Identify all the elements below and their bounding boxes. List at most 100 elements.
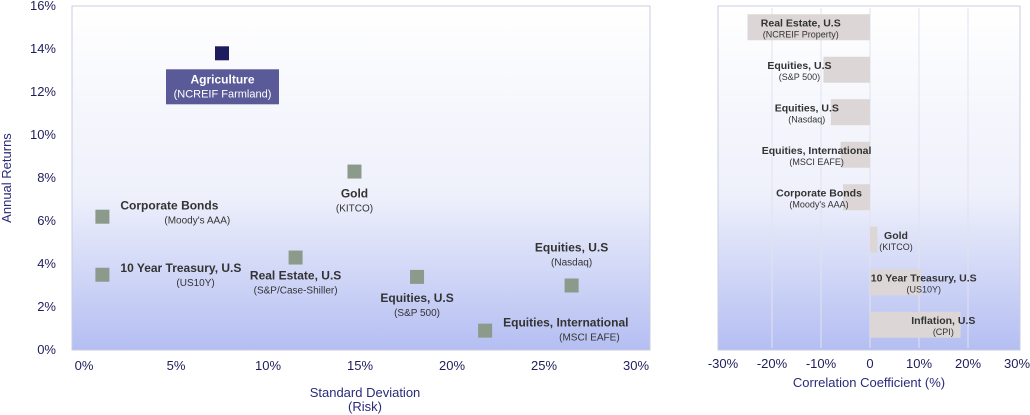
scatter-point: Corporate Bonds (Moody's AAA)	[95, 199, 230, 227]
correlation-bar	[870, 269, 922, 296]
scatter-x-ticks: 0% 5% 10% 15% 20% 25% 30%	[75, 358, 650, 373]
scatter-x-tick-label: 20%	[439, 358, 465, 373]
scatter-point-label: Real Estate, U.S	[250, 269, 341, 283]
scatter-point-sublabel: (US10Y)	[176, 278, 214, 289]
scatter-point: Gold (KITCO)	[336, 164, 373, 215]
scatter-point-label: Gold	[341, 187, 368, 201]
scatter-point-marker	[347, 164, 362, 179]
correlation-bar	[747, 14, 870, 41]
correlation-bar-sublabel: (S&P 500)	[779, 72, 820, 82]
scatter-point-marker	[410, 269, 425, 284]
correlation-bar	[870, 311, 961, 338]
scatter-point-label: Equities, U.S	[535, 241, 608, 255]
scatter-y-tick-label: 14%	[30, 41, 56, 56]
correlation-bar-sublabel: (MSCI EAFE)	[789, 157, 844, 167]
highlight-label-box	[166, 69, 279, 105]
scatter-y-tick-label: 12%	[30, 84, 56, 99]
scatter-points: Agriculture (NCREIF Farmland) Corporate Bo…	[95, 46, 628, 344]
scatter-point-label: Equities, U.S	[380, 291, 453, 305]
correlation-bar-sublabel: (KITCO)	[879, 242, 913, 252]
correlation-bar-sublabel: (Nasdaq)	[788, 114, 825, 124]
correlation-bar-label: Corporate Bonds	[776, 187, 862, 199]
correlation-bar-label: Equities, U.S	[767, 60, 831, 72]
scatter-point-label: Agriculture	[190, 72, 254, 86]
correlation-x-tick-label: 30%	[1004, 356, 1030, 371]
correlation-x-tick-label: -20%	[757, 356, 788, 371]
scatter-y-tick-label: 16%	[30, 0, 56, 13]
correlation-bar-group: Equities, International(MSCI EAFE)	[762, 141, 872, 168]
correlation-bar	[870, 226, 878, 253]
scatter-point: Equities, International (MSCI EAFE)	[478, 316, 628, 344]
correlation-bar-group: Corporate Bonds(Moody's AAA)	[776, 184, 870, 211]
scatter-point: 10 Year Treasury, U.S (US10Y)	[95, 261, 241, 289]
scatter-x-tick-label: 25%	[531, 358, 557, 373]
scatter-point-label: Corporate Bonds	[120, 199, 218, 213]
correlation-bar-sublabel: (Moody's AAA)	[789, 199, 848, 209]
scatter-y-tick-label: 0%	[37, 342, 56, 357]
scatter-chart: 0% 2% 4% 6% 8% 10% 12% 14% 16% 0% 5% 10% 15% 20% 25% 3…	[0, 0, 651, 414]
scatter-x-axis-title: Standard Deviation	[310, 385, 421, 400]
scatter-point-marker	[95, 209, 110, 224]
correlation-chart: Real Estate, U.S(NCREIF Property) Equitie…	[708, 5, 1030, 390]
correlation-x-tick-label: 20%	[955, 356, 981, 371]
scatter-point-sublabel: (S&P 500)	[394, 308, 440, 319]
scatter-point-sublabel: (Moody's AAA)	[164, 216, 230, 227]
scatter-x-tick-label: 5%	[167, 358, 186, 373]
correlation-bars: Real Estate, U.S(NCREIF Property) Equitie…	[747, 14, 977, 338]
scatter-point-marker	[215, 46, 229, 61]
scatter-x-tick-label: 30%	[623, 358, 649, 373]
correlation-bar-group: Equities, U.S(Nasdaq)	[775, 99, 870, 126]
correlation-bar-label: Gold	[884, 230, 908, 242]
scatter-x-tick-label: 10%	[255, 358, 281, 373]
correlation-bar	[823, 56, 870, 83]
correlation-bar-sublabel: (NCREIF Property)	[763, 29, 839, 39]
scatter-point: Real Estate, U.S (S&P/Case-Shiller)	[250, 250, 341, 297]
scatter-point-sublabel: (Nasdaq)	[551, 258, 592, 269]
scatter-y-axis-title: Annual Returns	[0, 133, 14, 223]
scatter-point: Agriculture (NCREIF Farmland)	[166, 46, 279, 105]
scatter-point-sublabel: (MSCI EAFE)	[559, 333, 620, 344]
correlation-bar-group: Real Estate, U.S(NCREIF Property)	[747, 14, 870, 41]
correlation-bar-sublabel: (CPI)	[933, 327, 954, 337]
correlation-bar-sublabel: (US10Y)	[906, 284, 941, 294]
correlation-bar-group: 10 Year Treasury, U.S(US10Y)	[870, 269, 977, 296]
correlation-bar-label: Inflation, U.S	[911, 315, 975, 327]
scatter-point-label: 10 Year Treasury, U.S	[120, 261, 241, 275]
correlation-bar-group: Equities, U.S(S&P 500)	[767, 56, 870, 83]
scatter-x-tick-label: 0%	[75, 358, 94, 373]
scatter-y-tick-label: 8%	[37, 170, 56, 185]
scatter-point-marker	[288, 250, 303, 265]
scatter-y-ticks: 0% 2% 4% 6% 8% 10% 12% 14% 16%	[30, 0, 56, 357]
correlation-bar	[840, 141, 870, 168]
correlation-x-tick-label: -30%	[708, 356, 739, 371]
scatter-x-tick-label: 15%	[347, 358, 373, 373]
correlation-x-axis-title: Correlation Coefficient (%)	[793, 375, 945, 390]
scatter-point-label: Equities, International	[503, 316, 628, 330]
correlation-bar-label: Equities, International	[762, 145, 872, 157]
scatter-point-marker	[564, 278, 579, 293]
scatter-y-tick-label: 2%	[37, 299, 56, 314]
correlation-x-tick-label: 10%	[906, 356, 932, 371]
correlation-x-ticks: -30% -20% -10% 0 10% 20% 30%	[708, 356, 1030, 371]
scatter-y-tick-label: 10%	[30, 127, 56, 142]
scatter-x-axis-subtitle: (Risk)	[348, 399, 382, 414]
correlation-bar-group: Gold(KITCO)	[870, 226, 913, 253]
correlation-x-tick-label: -10%	[806, 356, 837, 371]
correlation-bar	[830, 99, 870, 126]
correlation-x-tick-label: 0	[866, 356, 873, 371]
scatter-point-sublabel: (S&P/Case-Shiller)	[254, 286, 338, 297]
scatter-point-sublabel: (KITCO)	[336, 204, 373, 215]
correlation-bar-group: Inflation, U.S(CPI)	[870, 311, 975, 338]
correlation-bar-label: Real Estate, U.S	[761, 17, 841, 29]
scatter-point: Equities, U.S (S&P 500)	[380, 269, 454, 319]
scatter-point: Equities, U.S (Nasdaq)	[535, 241, 608, 293]
correlation-bar-label: 10 Year Treasury, U.S	[871, 272, 977, 284]
scatter-point-marker	[478, 323, 493, 338]
correlation-bar-label: Equities, U.S	[775, 102, 839, 114]
scatter-y-tick-label: 4%	[37, 256, 56, 271]
correlation-bar	[843, 184, 870, 211]
scatter-point-sublabel: (NCREIF Farmland)	[174, 88, 272, 100]
scatter-point-marker	[95, 267, 110, 282]
scatter-y-tick-label: 6%	[37, 213, 56, 228]
